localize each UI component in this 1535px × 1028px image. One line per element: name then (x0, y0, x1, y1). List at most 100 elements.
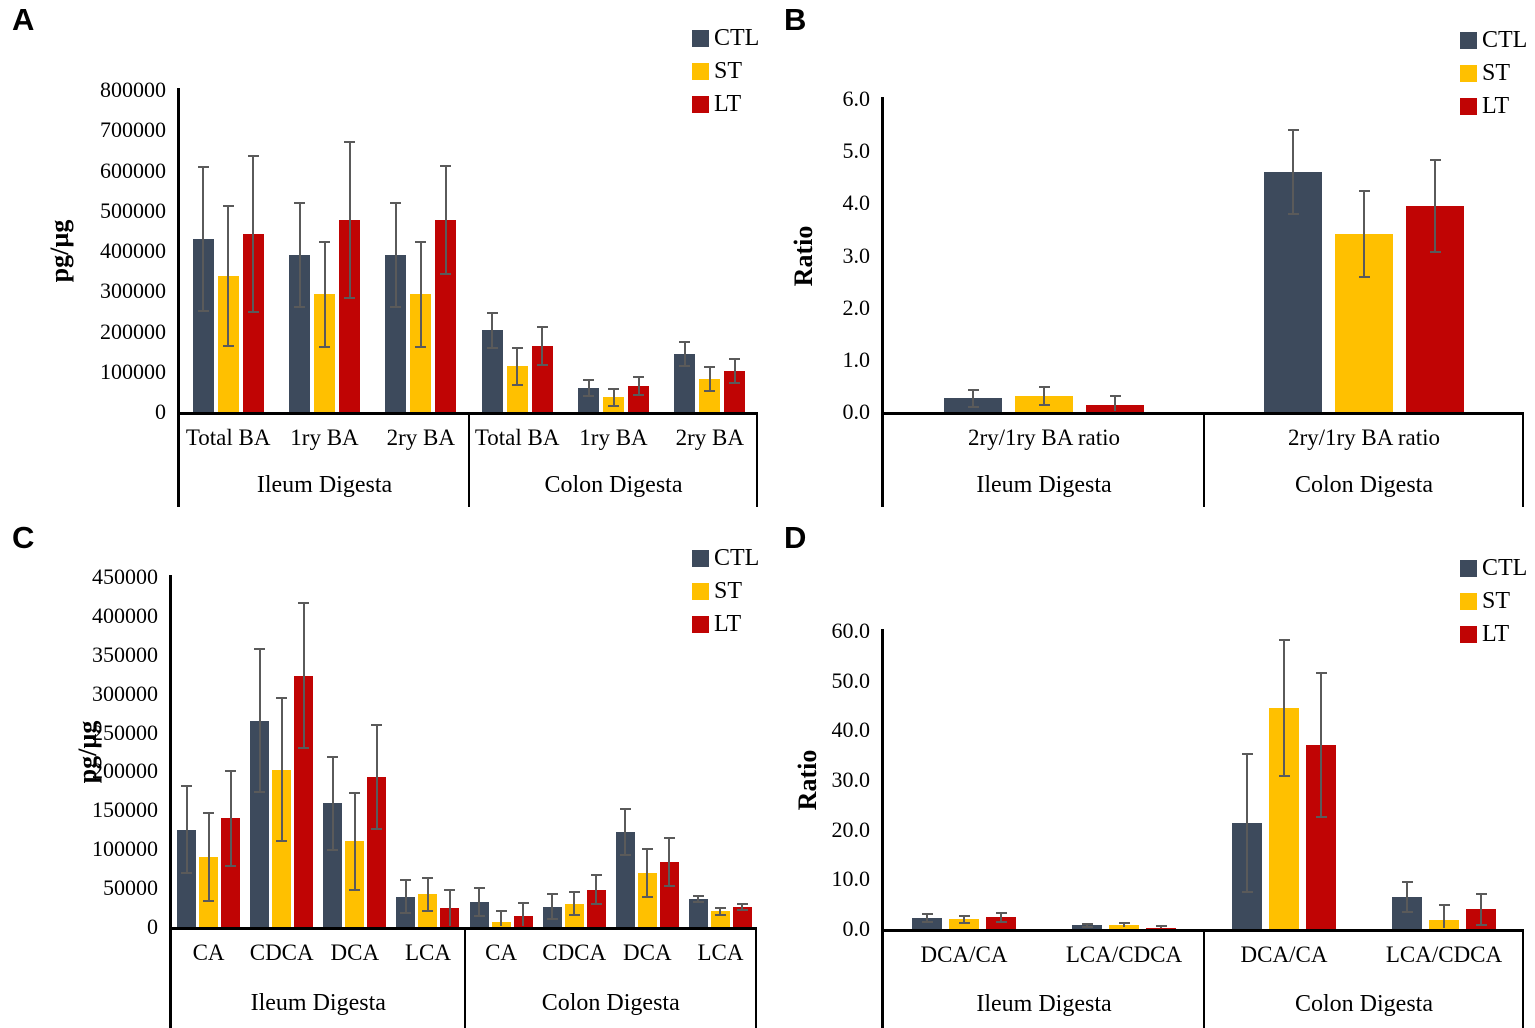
error-bar (719, 908, 722, 915)
error-bar (1043, 387, 1045, 406)
legend-swatch-st (1460, 592, 1477, 610)
error-bar-cap (225, 864, 237, 867)
error-bar-cap (222, 204, 234, 207)
error-bar-cap (197, 166, 209, 169)
legend-item-st: ST (1460, 61, 1510, 85)
error-bar (926, 913, 928, 922)
legend-swatch-ctl (1460, 31, 1477, 49)
legend-label: CTL (714, 545, 760, 571)
error-bar (202, 167, 205, 311)
error-bar-cap (1315, 816, 1327, 819)
error-bar (1283, 639, 1285, 777)
bar-ctl (192, 238, 214, 412)
legend-item-lt: LT (692, 92, 741, 116)
category-label: Total BA (474, 425, 560, 450)
category-label: CDCA (249, 940, 314, 965)
y-tick-label: 100000 (92, 836, 158, 862)
error-bar-cap (641, 848, 653, 851)
y-axis-line (881, 97, 884, 507)
y-tick-label: 100000 (100, 358, 166, 384)
error-bar-cap (495, 909, 507, 912)
error-bar-cap (327, 755, 339, 758)
error-bar-cap (247, 155, 259, 158)
y-tick-label: 4.0 (842, 190, 871, 216)
error-bar-cap (203, 900, 215, 903)
error-bar (227, 205, 230, 347)
error-bar-cap (1287, 129, 1299, 132)
group-label: Colon Digesta (541, 989, 680, 1016)
category-label: LCA/CDCA (1385, 942, 1503, 967)
bar-ctl (385, 255, 407, 412)
legend-label: CTL (1482, 27, 1528, 53)
error-bar (448, 890, 451, 926)
bar-ctl (481, 330, 503, 412)
group-divider (468, 412, 470, 507)
error-bar-cap (729, 357, 741, 360)
error-bar-cap (692, 901, 704, 904)
panel-label-a: A (12, 2, 35, 37)
panel-b: B CTL ST LT Ratio 6.0 5.0 4.0 3.0 2.0 1.0 0.0 Ileum… (768, 0, 1535, 514)
y-tick-label: 400000 (92, 602, 158, 628)
group-divider (1203, 929, 1205, 1028)
error-bar-cap (473, 887, 485, 890)
legend-label: ST (1482, 588, 1511, 614)
legend-item-st: ST (1460, 589, 1510, 613)
y-tick-label: 0.0 (842, 399, 871, 424)
error-bar (637, 377, 640, 396)
error-bar-cap (1278, 775, 1290, 778)
error-bar-cap (327, 849, 339, 851)
legend-label: CTL (1482, 555, 1528, 581)
bar-lt (294, 675, 314, 927)
error-bar-cap (294, 201, 305, 204)
error-bar-cap (663, 884, 675, 887)
error-bar (972, 389, 974, 408)
y-tick-label: 50.0 (831, 667, 871, 693)
error-bar-cap (1401, 881, 1413, 884)
bar-st (637, 873, 657, 927)
error-bar-cap (921, 920, 933, 923)
error-bar-cap (203, 811, 215, 814)
error-bar (595, 874, 598, 905)
bar-lt (586, 889, 606, 927)
error-bar-cap (1241, 891, 1253, 894)
group-divider (463, 927, 466, 1028)
error-bar-cap (1287, 212, 1299, 215)
error-bar (298, 202, 301, 308)
error-bar-cap (679, 364, 691, 367)
bar-ctl (250, 720, 270, 927)
y-axis-line (177, 88, 180, 507)
error-bar-cap (536, 363, 548, 366)
category-label: LCA/CDCA (1065, 942, 1183, 967)
legend-item-lt: LT (1460, 622, 1509, 646)
group-label: Ileum Digesta (976, 990, 1112, 1017)
error-bar-cap (344, 140, 355, 143)
error-bar (1480, 893, 1482, 925)
error-bar-cap (1081, 925, 1093, 928)
error-bar (697, 895, 700, 903)
panel-c: C CTL ST LT pg/µg 450000 400000 350000 300000 25… (0, 514, 767, 1028)
category-label: LCA (697, 940, 744, 965)
error-bar (353, 793, 356, 890)
y-tick-label: 50000 (103, 875, 158, 901)
error-bar-cap (1401, 911, 1413, 914)
error-bar-cap (298, 602, 310, 605)
error-bar-cap (958, 921, 970, 924)
error-bar-cap (298, 747, 310, 750)
error-bar-cap (921, 912, 933, 915)
error-bar-cap (546, 893, 558, 896)
legend-item-ctl: CTL (692, 26, 759, 50)
panel-label-d: D (784, 520, 807, 555)
error-bar-cap (517, 901, 529, 904)
error-bar-cap (568, 891, 580, 893)
bar-lt (221, 818, 241, 927)
y-tick-label: 1.0 (842, 346, 871, 372)
y-tick-label: 20.0 (831, 816, 871, 842)
error-bar (1434, 160, 1436, 252)
error-bar-cap (608, 404, 619, 407)
legend-swatch-lt (1460, 97, 1477, 115)
error-bar-cap (729, 382, 741, 385)
error-bar-cap (1038, 404, 1050, 407)
x-axis-line (881, 929, 1524, 932)
error-bar (587, 380, 590, 397)
y-tick-label: 200000 (100, 318, 166, 344)
